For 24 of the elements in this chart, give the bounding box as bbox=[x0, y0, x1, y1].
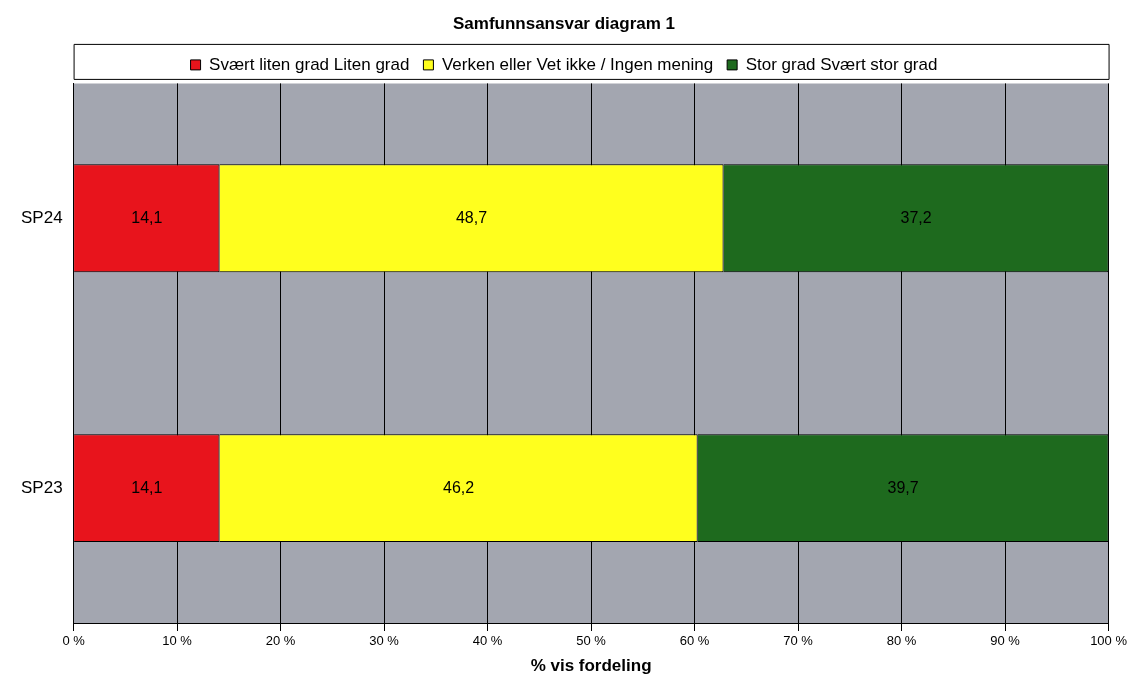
x-tick-label: 100 % bbox=[1090, 633, 1128, 649]
chart-title: Samfunnsansvar diagram 1 bbox=[452, 13, 676, 33]
x-tick-label: 20 % bbox=[265, 633, 296, 649]
y-tick-label: SP24 bbox=[20, 207, 63, 227]
y-tick-label: SP23 bbox=[20, 477, 63, 497]
x-tick-label: 80 % bbox=[886, 633, 917, 649]
legend-label: Verken eller Vet ikke / Ingen mening bbox=[441, 54, 714, 74]
legend-label: Stor grad Svært stor grad bbox=[745, 54, 938, 74]
data-label: 37,2 bbox=[900, 208, 932, 226]
data-label: 14,1 bbox=[131, 208, 163, 226]
x-axis-title: % vis fordeling bbox=[530, 656, 652, 676]
x-tick-label: 60 % bbox=[679, 633, 710, 649]
legend-label: Svært liten grad Liten grad bbox=[209, 54, 410, 74]
data-label: 48,7 bbox=[455, 208, 488, 226]
x-tick-label: 70 % bbox=[783, 633, 814, 649]
x-tick-label: 30 % bbox=[369, 633, 400, 649]
x-tick-label: 40 % bbox=[472, 633, 503, 649]
x-tick-label: 90 % bbox=[990, 633, 1021, 649]
x-tick-label: 50 % bbox=[576, 633, 607, 649]
data-label: 39,7 bbox=[887, 478, 919, 496]
data-label: 46,2 bbox=[443, 478, 475, 496]
data-label: 14,1 bbox=[131, 478, 163, 496]
x-tick-label: 0 % bbox=[62, 633, 86, 649]
x-tick-label: 10 % bbox=[162, 633, 193, 649]
